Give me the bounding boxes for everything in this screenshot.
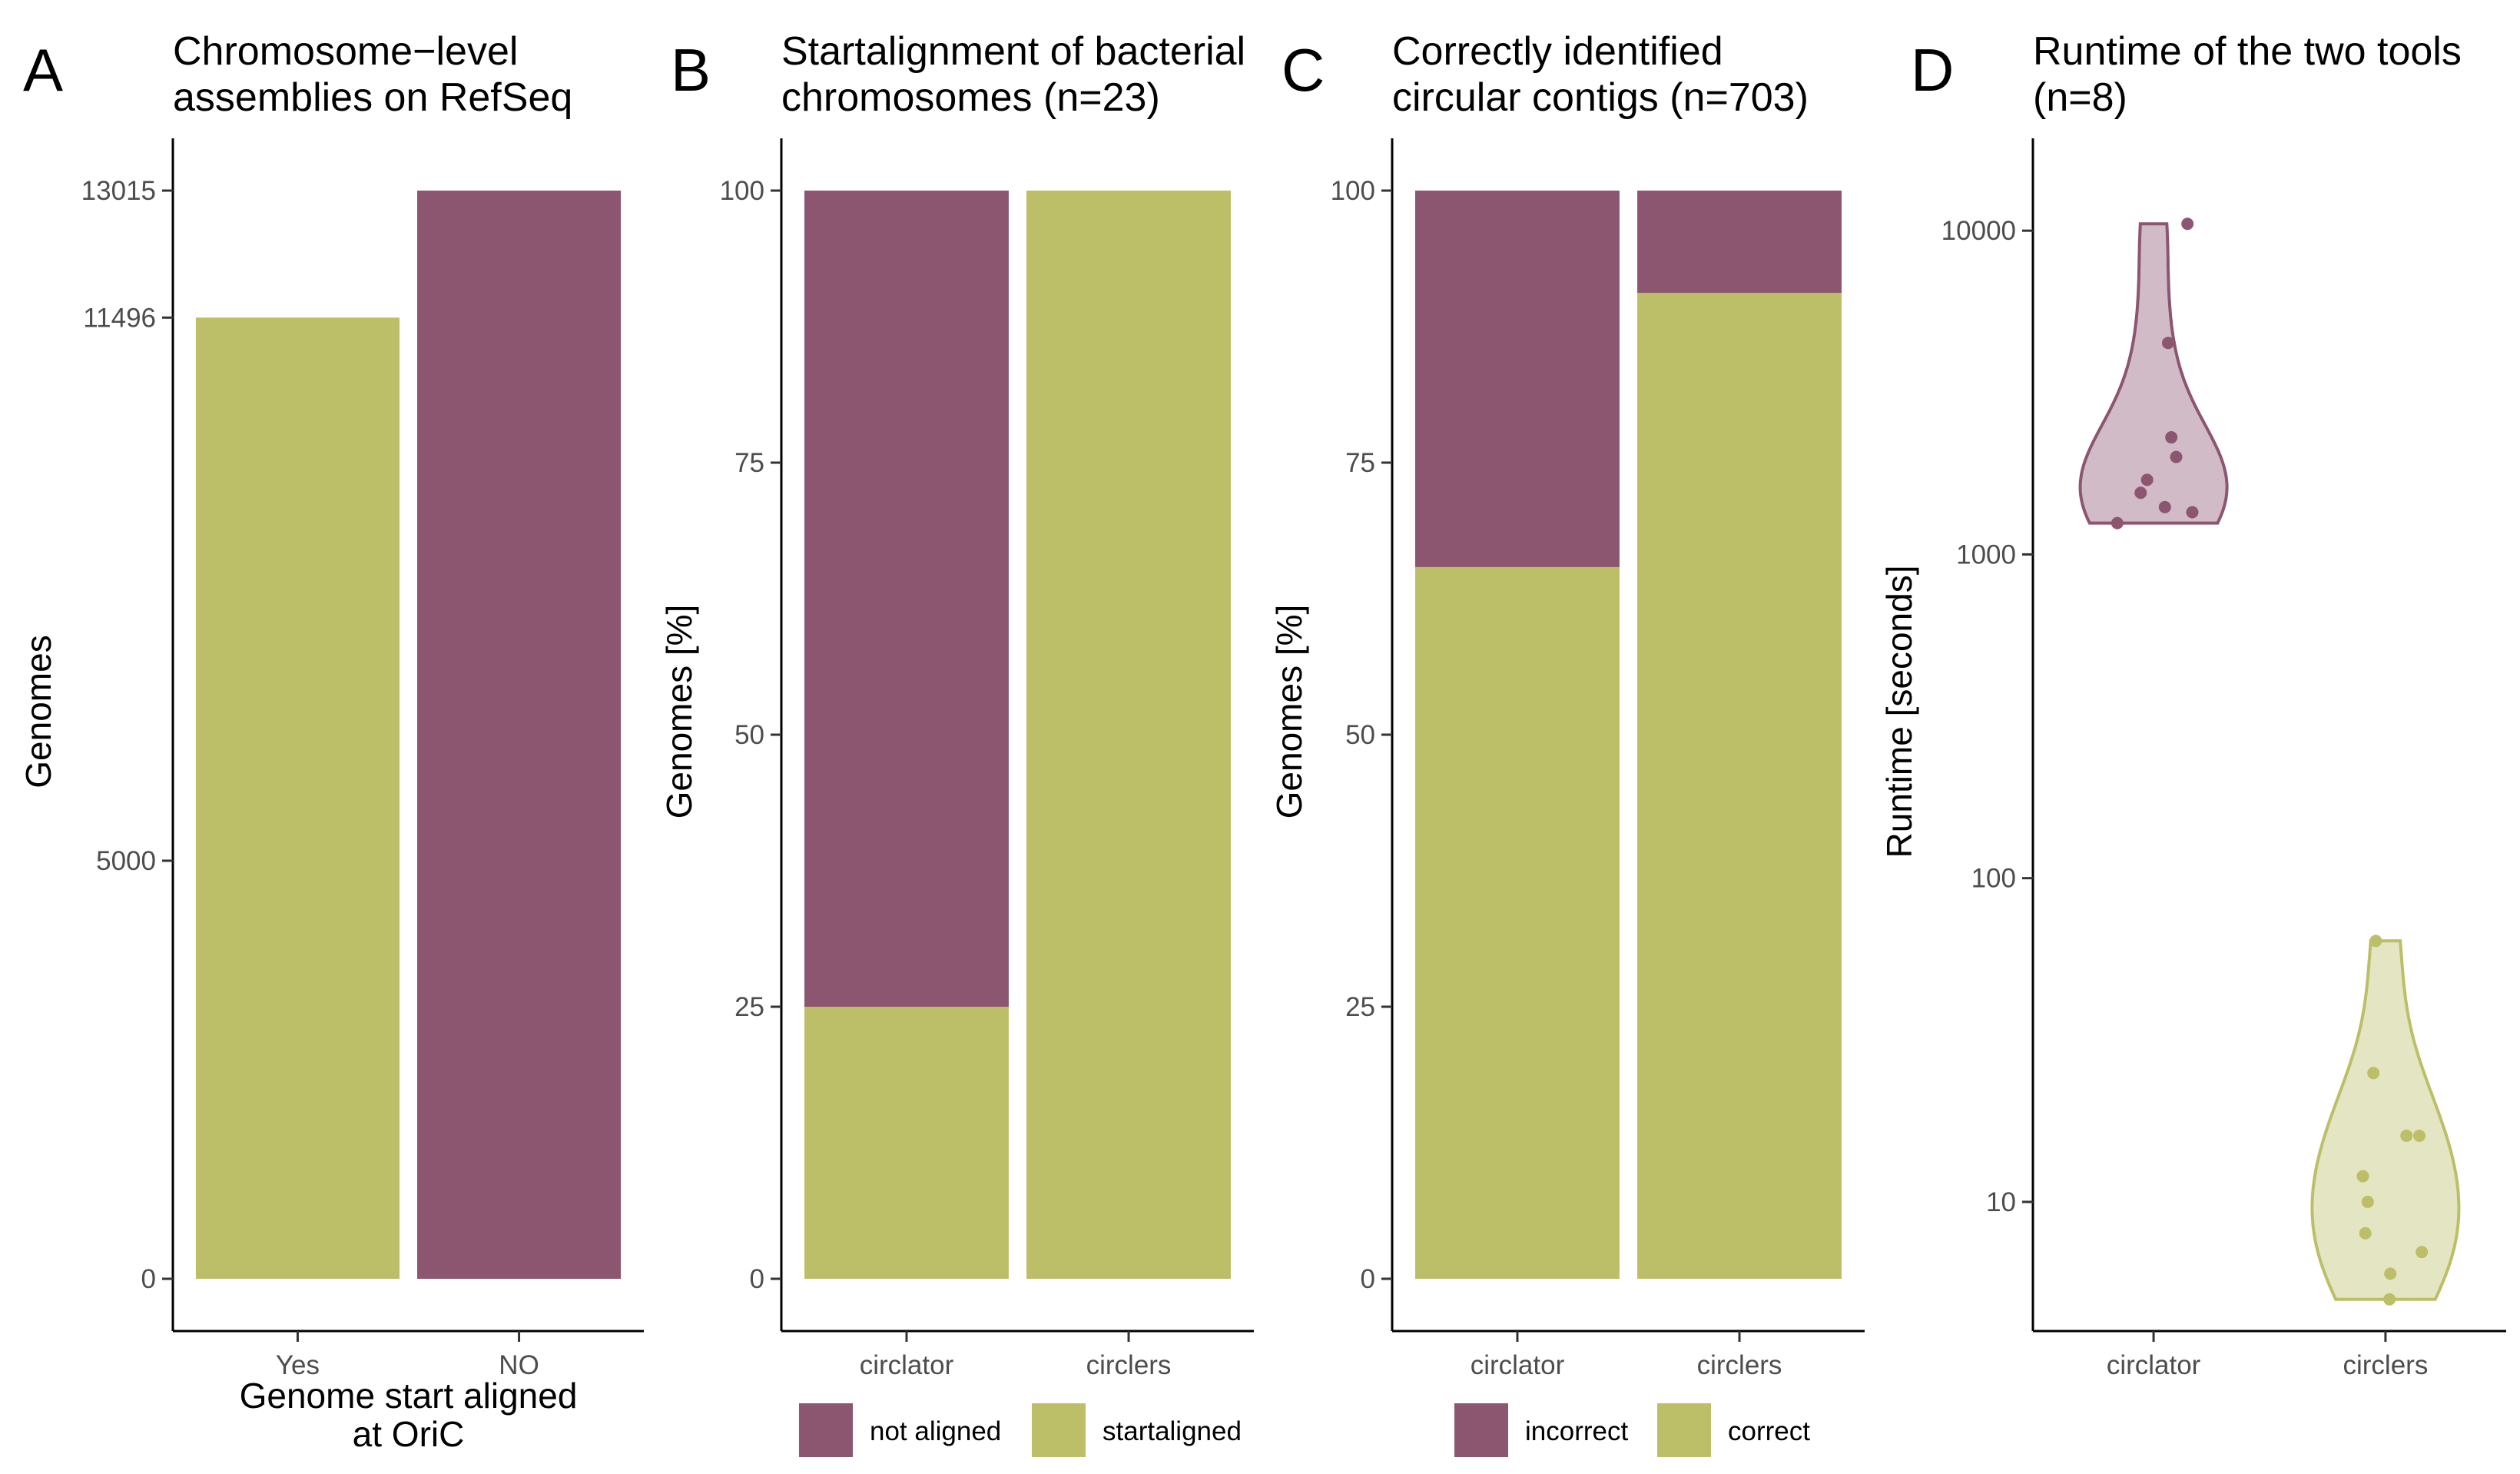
bar-circlator-correct bbox=[1415, 566, 1620, 1279]
x-tick-label: Yes bbox=[276, 1350, 320, 1380]
y-tick-label: 50 bbox=[734, 720, 764, 750]
panel-title-line: chromosomes (n=23) bbox=[781, 75, 1160, 120]
violin-circlers bbox=[2310, 939, 2461, 1301]
panel-title-line: circular contigs (n=703) bbox=[1392, 75, 1809, 120]
y-axis-title: Genomes [%] bbox=[1269, 605, 1309, 819]
legend-key-correct bbox=[1657, 1403, 1711, 1457]
y-axis-title: Genomes [%] bbox=[659, 605, 699, 819]
bar-circlers-incorrect bbox=[1637, 191, 1842, 294]
y-tick-label: 25 bbox=[734, 992, 764, 1022]
data-point-circlator bbox=[2110, 516, 2124, 530]
data-point-circlator bbox=[2181, 217, 2194, 231]
legend-key-startaligned bbox=[1032, 1403, 1086, 1457]
x-tick-label: circlator bbox=[1471, 1350, 1565, 1380]
bar-yes bbox=[195, 317, 400, 1280]
y-tick-label: 50 bbox=[1345, 720, 1375, 750]
panel-title-line: Chromosome−level bbox=[173, 29, 518, 74]
panel-letter: D bbox=[1911, 36, 1954, 104]
bar-circlator-not-aligned bbox=[804, 191, 1009, 1007]
panel-letter: A bbox=[23, 36, 63, 104]
data-point-circlator bbox=[2170, 450, 2183, 463]
y-tick-label: 0 bbox=[1361, 1264, 1375, 1294]
x-tick-label: circlers bbox=[1697, 1350, 1782, 1380]
data-point-circlers bbox=[2400, 1129, 2413, 1142]
data-point-circlers bbox=[2413, 1129, 2426, 1142]
legend-key-not-aligned bbox=[799, 1403, 853, 1457]
y-tick-label: 100 bbox=[720, 176, 764, 206]
bar-circlers-correct bbox=[1637, 293, 1842, 1279]
y-tick-label: 75 bbox=[734, 448, 764, 478]
y-axis-title: Runtime [seconds] bbox=[1879, 566, 1919, 858]
panel-b: B Startalignment of bacterialchromosomes … bbox=[659, 29, 1254, 1457]
y-tick-label: 0 bbox=[750, 1264, 764, 1294]
y-tick-label: 100 bbox=[1331, 176, 1375, 206]
data-point-circlers bbox=[2369, 935, 2382, 948]
y-tick-label: 13015 bbox=[81, 176, 156, 206]
data-point-circlers bbox=[2361, 1195, 2374, 1208]
legend-key-incorrect bbox=[1454, 1403, 1508, 1457]
y-tick-label: 10000 bbox=[1941, 216, 2016, 246]
y-tick-label: 100 bbox=[1971, 864, 2016, 894]
data-point-circlers bbox=[2356, 1170, 2369, 1183]
x-tick-label: circlers bbox=[1086, 1350, 1172, 1380]
bar-circlator-startaligned bbox=[804, 1007, 1009, 1279]
x-tick-label: circlers bbox=[2343, 1350, 2429, 1380]
data-point-circlator bbox=[2140, 473, 2154, 486]
data-point-circlers bbox=[2416, 1246, 2429, 1259]
bar-no bbox=[417, 191, 622, 1279]
legend-label: incorrect bbox=[1525, 1416, 1628, 1446]
bar-circlator-incorrect bbox=[1415, 191, 1620, 567]
data-point-circlator bbox=[2158, 500, 2171, 513]
panel-title-line: (n=8) bbox=[2033, 75, 2127, 120]
y-tick-label: 75 bbox=[1345, 448, 1375, 478]
data-point-circlator bbox=[2186, 506, 2199, 519]
y-tick-label: 0 bbox=[141, 1264, 156, 1294]
y-axis-title: Genomes bbox=[18, 635, 58, 788]
data-point-circlers bbox=[2367, 1067, 2380, 1080]
violin-circlator bbox=[2078, 222, 2229, 525]
data-point-circlator bbox=[2165, 431, 2178, 444]
panel-title-line: Correctly identified bbox=[1392, 29, 1723, 74]
y-tick-label: 5000 bbox=[96, 846, 156, 876]
y-tick-label: 11496 bbox=[83, 303, 156, 333]
data-point-circlers bbox=[2359, 1227, 2372, 1240]
legend-label: startaligned bbox=[1102, 1416, 1242, 1446]
x-axis-title-line: Genome start aligned bbox=[240, 1376, 578, 1416]
data-point-circlator bbox=[2161, 337, 2174, 350]
panel-title-line: Runtime of the two tools bbox=[2033, 29, 2462, 74]
data-point-circlers bbox=[2383, 1293, 2396, 1306]
legend-label: not aligned bbox=[870, 1416, 1001, 1446]
panel-title-line: assemblies on RefSeq bbox=[173, 75, 572, 120]
data-point-circlers bbox=[2384, 1267, 2397, 1280]
legend-label: correct bbox=[1728, 1416, 1810, 1446]
panel-title-line: Startalignment of bacterial bbox=[781, 29, 1245, 74]
panel-letter: C bbox=[1282, 36, 1325, 104]
panel-d: D Runtime of the two tools(n=8) Runtime [s… bbox=[1879, 29, 2506, 1380]
x-tick-label: circlator bbox=[2107, 1350, 2201, 1380]
x-tick-label: circlator bbox=[860, 1350, 954, 1380]
bar-circlers-startaligned bbox=[1026, 191, 1231, 1279]
y-tick-label: 25 bbox=[1345, 992, 1375, 1022]
y-tick-label: 10 bbox=[1986, 1187, 2016, 1217]
data-point-circlator bbox=[2134, 486, 2147, 500]
panel-letter: B bbox=[671, 36, 711, 104]
x-tick-label: NO bbox=[499, 1350, 539, 1380]
y-tick-label: 1000 bbox=[1956, 539, 2016, 569]
x-axis-title-line: at OriC bbox=[353, 1414, 465, 1454]
